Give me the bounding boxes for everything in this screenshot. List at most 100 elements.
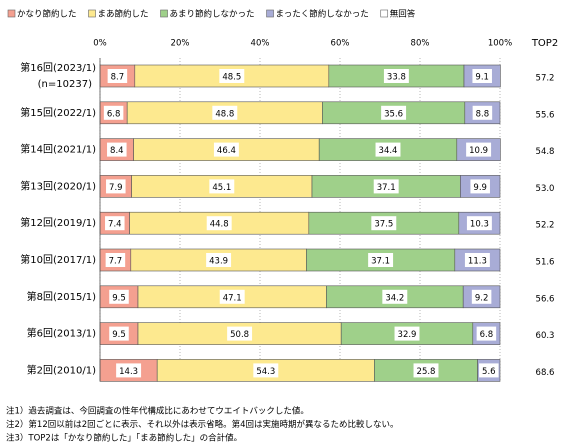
data-label: 9.5: [112, 293, 126, 303]
data-label: 35.6: [384, 109, 403, 119]
data-label: 37.5: [374, 220, 393, 230]
legend-swatch: [160, 9, 168, 18]
note: 注2）第12回以前は2回ごとに表示、それ以外は表示省略。第4回は実施時期が異なる…: [6, 419, 399, 430]
top2-value: 53.0: [536, 184, 555, 194]
data-label: 8.7: [111, 73, 125, 83]
data-label: 10.9: [469, 146, 488, 156]
top2-value: 68.6: [536, 368, 555, 378]
label-bg: [105, 253, 126, 267]
category-label: 第13回(2020/1): [20, 179, 96, 192]
note: 注3）TOP2は「かなり節約した」「まあ節約した」の合計値。: [6, 433, 242, 444]
label-bg: [479, 363, 499, 378]
label-bg: [107, 142, 127, 157]
data-label: 50.8: [230, 330, 249, 340]
label-bg: [472, 69, 492, 83]
data-label: 14.3: [119, 367, 138, 377]
label-bg: [371, 216, 397, 231]
label-bg: [413, 363, 439, 378]
data-label: 34.2: [385, 293, 404, 303]
category-label: 第10回(2017/1): [20, 253, 96, 266]
data-label: 48.8: [215, 109, 234, 119]
label-bg: [206, 216, 232, 231]
label-bg: [209, 179, 235, 194]
data-label: 37.1: [377, 183, 396, 193]
data-label: 7.7: [109, 257, 123, 267]
data-label: 33.8: [387, 73, 406, 83]
category-label: 第15回(2022/1): [20, 106, 96, 119]
top2-value: 51.6: [536, 258, 555, 268]
data-label: 9.2: [475, 293, 489, 303]
x-tick-label: 100%: [488, 39, 512, 49]
x-tick-label: 40%: [251, 39, 270, 49]
data-label: 6.8: [107, 109, 121, 119]
legend-label: まったく節約しなかった: [276, 9, 369, 20]
top2-value: 52.2: [536, 221, 555, 231]
label-bg: [206, 253, 232, 267]
category-label: 第2回(2010/1): [27, 363, 96, 376]
legend-label: 無回答: [390, 9, 416, 20]
label-bg: [219, 69, 245, 83]
data-label: 54.3: [256, 367, 275, 377]
category-label: 第16回(2023/1): [20, 61, 96, 74]
label-bg: [368, 253, 394, 267]
legend-label: まあ節約した: [98, 9, 149, 20]
x-tick-label: 60%: [331, 39, 350, 49]
data-label: 45.1: [212, 183, 231, 193]
data-label: 5.6: [482, 367, 496, 377]
label-bg: [103, 105, 124, 120]
top2-value: 56.6: [536, 294, 555, 304]
label-bg: [227, 326, 253, 341]
label-bg: [381, 105, 407, 120]
x-tick-label: 20%: [171, 39, 190, 49]
data-label: 9.1: [475, 73, 489, 83]
data-label: 34.4: [379, 146, 398, 156]
data-label: 43.9: [209, 257, 228, 267]
legend-swatch: [88, 9, 96, 18]
label-bg: [470, 179, 490, 194]
x-tick-label: 0%: [93, 39, 107, 49]
label-bg: [383, 69, 409, 83]
label-bg: [107, 69, 128, 83]
label-bg: [213, 142, 239, 157]
label-bg: [471, 289, 492, 304]
legend-swatch: [7, 9, 16, 18]
data-label: 47.1: [223, 293, 242, 303]
label-bg: [464, 253, 490, 267]
category-label: 第14回(2021/1): [20, 143, 96, 156]
category-label: 第6回(2013/1): [27, 327, 96, 340]
label-bg: [472, 105, 493, 120]
data-label: 9.5: [112, 330, 126, 340]
category-label: 第8回(2015/1): [27, 290, 96, 303]
label-bg: [105, 216, 125, 231]
sample-size: (n=10237): [38, 79, 92, 90]
data-label: 8.4: [110, 146, 124, 156]
label-bg: [219, 289, 245, 304]
data-label: 46.4: [217, 146, 236, 156]
category-label: 第12回(2019/1): [20, 216, 96, 229]
label-bg: [116, 363, 142, 378]
top2-value: 60.3: [536, 331, 555, 341]
label-bg: [212, 105, 238, 120]
label-bg: [466, 216, 492, 231]
label-bg: [476, 326, 497, 341]
data-label: 44.8: [210, 220, 229, 230]
data-label: 11.3: [468, 257, 487, 267]
top2-value: 54.8: [536, 147, 555, 157]
data-label: 9.9: [473, 183, 487, 193]
label-bg: [109, 326, 129, 341]
label-bg: [253, 363, 279, 378]
label-bg: [382, 289, 408, 304]
top2-value: 55.6: [536, 110, 555, 120]
legend-swatch: [380, 9, 389, 18]
legend-label: かなり節約した: [17, 9, 77, 20]
data-label: 25.8: [417, 367, 436, 377]
x-tick-label: 80%: [411, 39, 430, 49]
data-label: 7.9: [109, 183, 123, 193]
label-bg: [466, 142, 492, 157]
legend-label: あまり節約しなかった: [170, 9, 255, 20]
data-label: 7.4: [108, 220, 122, 230]
data-label: 32.9: [398, 330, 417, 340]
data-label: 37.1: [371, 257, 390, 267]
label-bg: [373, 179, 399, 194]
